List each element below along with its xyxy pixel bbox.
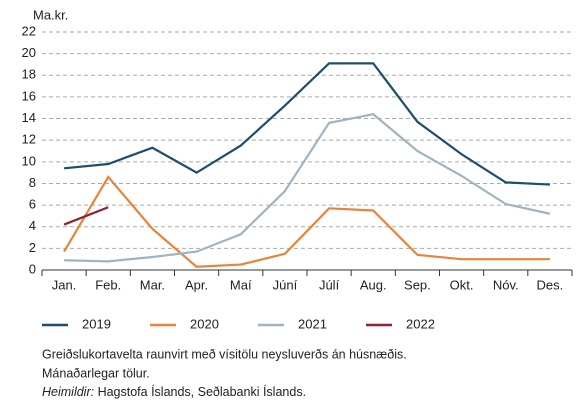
- legend-label: 2021: [298, 316, 327, 331]
- series-line: [63, 206, 109, 226]
- y-tick-label: 10: [22, 153, 36, 168]
- note: Greiðslukortavelta raunvirt með vísitölu…: [42, 347, 407, 361]
- x-tick-label: Feb.: [95, 277, 121, 292]
- y-tick-label: 20: [22, 45, 36, 60]
- y-tick-label: 2: [29, 240, 36, 255]
- x-tick-label: Sep.: [404, 277, 431, 292]
- y-tick-label: 4: [29, 218, 36, 233]
- x-tick-label: Nóv.: [493, 277, 519, 292]
- x-tick-label: Aug.: [360, 277, 387, 292]
- y-tick-label: 8: [29, 175, 36, 190]
- y-tick-label: 16: [22, 88, 36, 103]
- note: Mánaðarlegar tölur.: [42, 366, 150, 380]
- legend-label: 2019: [82, 316, 111, 331]
- x-tick-label: Des.: [537, 277, 564, 292]
- legend-label: 2022: [406, 316, 435, 331]
- y-tick-label: 0: [29, 261, 36, 276]
- legend-label: 2020: [190, 316, 219, 331]
- source: Heimildir: Hagstofa Íslands, Seðlabanki …: [42, 384, 306, 399]
- y-tick-label: 6: [29, 197, 36, 212]
- series-line: [64, 113, 551, 263]
- x-tick-label: Júlí: [319, 277, 340, 292]
- x-tick-label: Júní: [273, 277, 298, 292]
- source-text: Hagstofa Íslands, Seðlabanki Íslands.: [98, 384, 306, 399]
- x-tick-label: Jan.: [52, 277, 77, 292]
- y-tick-label: 14: [22, 110, 36, 125]
- source-label: Heimildir:: [42, 385, 94, 399]
- x-tick-label: Mar.: [140, 277, 165, 292]
- x-tick-label: Apr.: [185, 277, 208, 292]
- series-line: [63, 62, 550, 186]
- x-tick-label: Okt.: [450, 277, 474, 292]
- y-tick-label: 12: [22, 132, 36, 147]
- series-line: [63, 175, 550, 268]
- y-tick-label: 22: [22, 23, 36, 38]
- y-unit: Ma.kr.: [33, 7, 68, 22]
- y-tick-label: 18: [22, 67, 36, 82]
- x-tick-label: Maí: [230, 277, 252, 292]
